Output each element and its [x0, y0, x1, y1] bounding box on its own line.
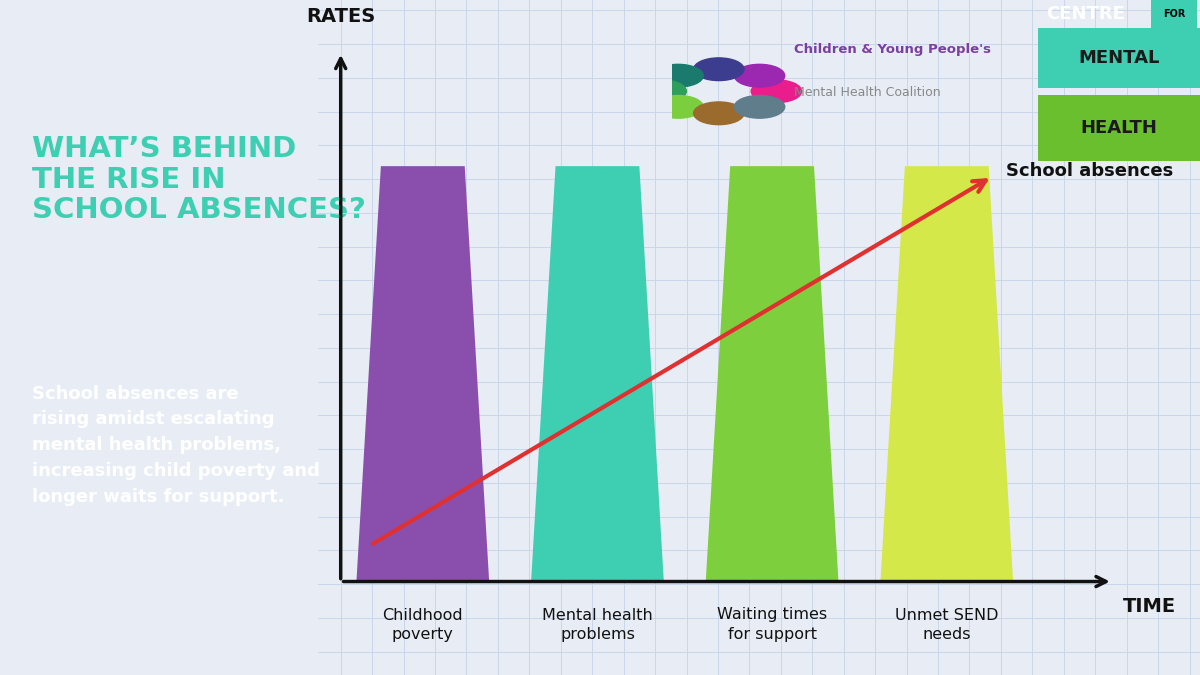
Circle shape — [734, 95, 785, 118]
Text: School absences are
rising amidst escalating
mental health problems,
increasing : School absences are rising amidst escala… — [32, 385, 319, 506]
Polygon shape — [706, 166, 839, 582]
Circle shape — [636, 80, 686, 103]
Circle shape — [694, 58, 744, 80]
Text: WHAT’S BEHIND
THE RISE IN
SCHOOL ABSENCES?: WHAT’S BEHIND THE RISE IN SCHOOL ABSENCE… — [32, 135, 366, 224]
Text: FOR: FOR — [1163, 9, 1186, 19]
Circle shape — [734, 64, 785, 87]
Text: TIME: TIME — [1123, 597, 1176, 616]
Text: Unmet SEND
needs: Unmet SEND needs — [895, 608, 998, 643]
Circle shape — [653, 64, 703, 87]
Text: MENTAL: MENTAL — [1079, 49, 1159, 67]
Text: School absences: School absences — [1006, 163, 1174, 180]
Text: Children & Young People's: Children & Young People's — [794, 43, 991, 55]
Text: CENTRE: CENTRE — [1046, 5, 1124, 23]
Text: RATES: RATES — [306, 7, 376, 26]
FancyBboxPatch shape — [1038, 28, 1200, 88]
Circle shape — [694, 102, 744, 125]
Polygon shape — [532, 166, 664, 582]
Text: HEALTH: HEALTH — [1080, 119, 1158, 137]
Text: Childhood
poverty: Childhood poverty — [383, 608, 463, 643]
FancyBboxPatch shape — [1038, 95, 1200, 161]
Text: Mental Health Coalition: Mental Health Coalition — [794, 86, 941, 99]
Polygon shape — [881, 166, 1013, 582]
Text: Mental health
problems: Mental health problems — [542, 608, 653, 643]
Text: Waiting times
for support: Waiting times for support — [718, 608, 827, 643]
FancyBboxPatch shape — [1152, 0, 1196, 28]
Polygon shape — [356, 166, 490, 582]
Circle shape — [653, 95, 703, 118]
Circle shape — [751, 80, 802, 103]
